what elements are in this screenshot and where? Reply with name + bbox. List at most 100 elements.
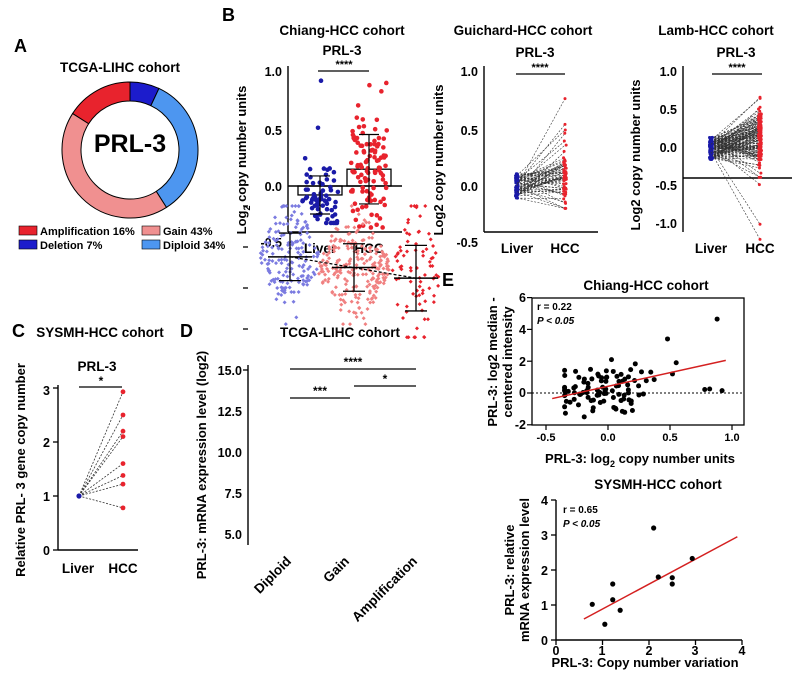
b1-point-hcc <box>372 197 378 203</box>
d-point-amplification <box>427 259 432 264</box>
d-point-diploid <box>285 221 290 226</box>
d-point-gain <box>359 310 364 315</box>
b1-point-liver <box>324 206 330 212</box>
b3-point-hcc <box>758 237 762 241</box>
d-point-diploid <box>309 275 314 280</box>
d-point-gain <box>356 212 361 217</box>
b2-pair-line <box>516 167 566 192</box>
b2-point-hcc <box>562 188 566 192</box>
b3-point-hcc <box>758 161 762 165</box>
b2-pair-line <box>516 172 566 177</box>
b1-point-liver <box>318 78 324 84</box>
d-point-gain <box>370 271 375 276</box>
b1-point-liver <box>310 180 316 186</box>
d-point-gain <box>375 285 380 290</box>
e1-point <box>673 360 679 366</box>
b1-point-liver <box>318 195 324 200</box>
d-point-amplification <box>423 299 428 304</box>
d-point-gain <box>321 269 326 274</box>
b3-point-hcc <box>758 95 762 99</box>
b1-point-hcc <box>374 213 380 218</box>
d-point-amplification <box>405 249 410 254</box>
e1-ytick-6: 6 <box>519 291 526 305</box>
d-point-diploid <box>303 220 308 225</box>
d-point-gain <box>355 255 360 260</box>
b2-paired-lines <box>514 97 568 210</box>
d-point-gain <box>365 279 370 284</box>
d-point-diploid <box>290 242 295 247</box>
d-point-diploid <box>291 290 296 295</box>
b1-point-hcc <box>369 212 374 218</box>
panel-label-b: B <box>222 5 235 25</box>
e2-point <box>610 597 616 603</box>
d-point-gain <box>333 285 338 290</box>
e1-point <box>565 388 571 394</box>
b1-point-hcc <box>380 225 385 230</box>
d-point-gain <box>342 277 347 282</box>
donut-center-label: PRL-3 <box>94 130 166 158</box>
d-point-gain <box>338 297 343 302</box>
d-point-gain <box>348 322 353 327</box>
e2-p-label: P < 0.05 <box>563 519 601 530</box>
b1-point-hcc <box>371 185 376 191</box>
c-ytick-0: 0 <box>43 544 50 558</box>
d-point-diploid <box>282 257 287 262</box>
d-point-amplification <box>418 279 423 284</box>
panel-label-a: A <box>14 36 27 56</box>
e1-xlabel: PRL-3: log2 copy number units <box>545 451 735 469</box>
b1-point-hcc <box>359 172 364 178</box>
d-point-gain <box>378 244 383 249</box>
b1-point-liver <box>333 199 338 205</box>
b1-point-hcc <box>359 164 365 170</box>
e1-point <box>614 373 620 379</box>
d-point-diploid <box>301 281 306 286</box>
b1-point-liver <box>314 197 319 203</box>
d-point-gain <box>374 289 379 294</box>
d-point-diploid <box>316 250 321 255</box>
e2-point <box>602 621 608 627</box>
c-ticks <box>53 387 58 551</box>
b2-point-hcc <box>564 171 568 175</box>
b1-point-hcc <box>348 160 354 166</box>
d-point-diploid <box>264 249 269 254</box>
d-point-amplification <box>426 231 431 236</box>
e2-xtick-0: 0 <box>553 644 560 658</box>
b3-point-hcc <box>757 166 761 170</box>
b1-point-hcc <box>372 169 378 174</box>
d-xtick-gain: Gain <box>320 554 352 586</box>
b1-point-liver <box>323 193 329 198</box>
d-point-gain <box>334 226 339 231</box>
b1-point-liver <box>324 177 330 182</box>
d-point-gain <box>357 305 362 310</box>
d-point-diploid <box>263 239 268 244</box>
d-point-gain <box>336 246 341 251</box>
b2-pair-line <box>516 189 566 194</box>
d-point-gain <box>369 277 374 282</box>
d-point-gain <box>355 248 360 253</box>
donut-slice-amplification <box>71 81 131 125</box>
b1-point-hcc <box>354 115 360 120</box>
e2-plot <box>551 499 743 645</box>
b2-title: Guichard-HCC cohort <box>454 23 593 38</box>
e1-point <box>581 379 587 385</box>
d-point-gain <box>329 239 334 244</box>
d-point-gain <box>343 291 348 296</box>
e1-point <box>632 361 638 367</box>
d-point-amplification <box>395 302 400 307</box>
d-point-gain <box>360 238 365 243</box>
b1-point-liver <box>330 213 335 219</box>
b3-pair-line <box>710 132 761 159</box>
b2-ylabel: Log2 copy number units <box>431 85 446 236</box>
d-point-gain <box>339 292 344 297</box>
b3-pair-line <box>710 139 761 160</box>
e1-point <box>597 400 603 406</box>
e1-point <box>640 391 646 397</box>
d-point-diploid <box>305 231 310 236</box>
b3-point-hcc <box>757 143 761 147</box>
d-point-diploid <box>285 274 290 279</box>
d-point-diploid <box>268 226 273 231</box>
d-point-diploid <box>293 204 298 208</box>
d-point-diploid <box>274 261 279 266</box>
b2-point-hcc <box>564 190 568 194</box>
d-ytick-15: 15.0 <box>218 364 242 378</box>
